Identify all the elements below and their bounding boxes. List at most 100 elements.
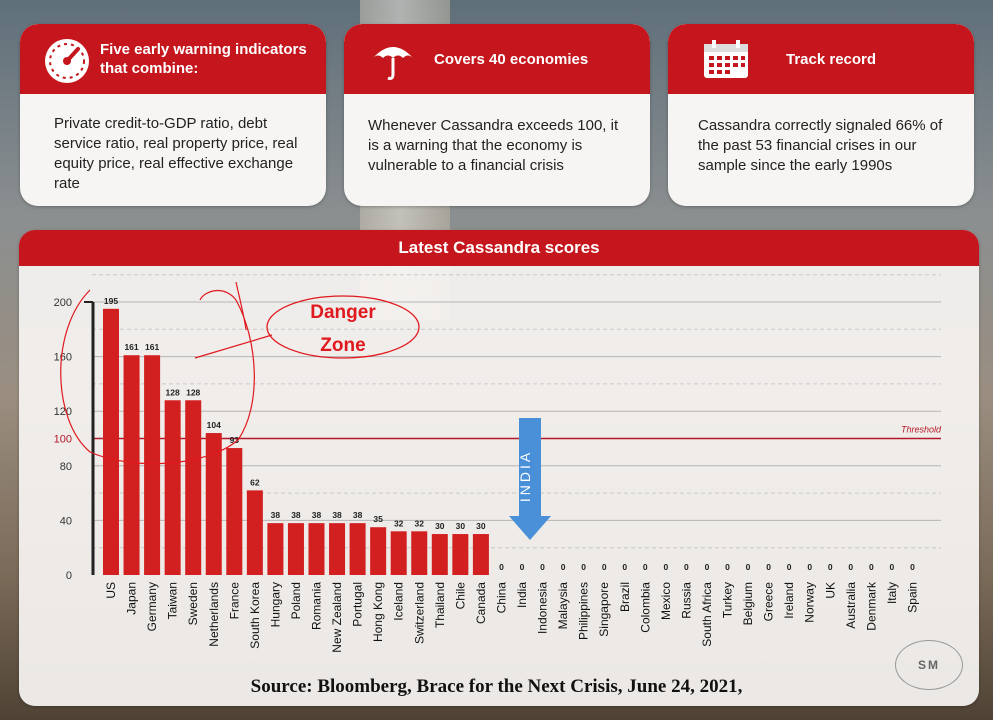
- category-label: Belgium: [741, 582, 755, 625]
- category-label: UK: [823, 582, 837, 599]
- category-label: Russia: [679, 582, 693, 619]
- bar-value-label: 62: [250, 477, 260, 487]
- coverage-card-body: Whenever Cassandra exceeds 100, it is a …: [368, 117, 619, 174]
- bar: [103, 308, 119, 575]
- bar-value-label: 0: [663, 562, 668, 572]
- bar: [308, 523, 325, 575]
- bar-value-label: 0: [725, 562, 730, 572]
- danger-zone-bubble: [266, 295, 420, 359]
- bar-value-label: 38: [271, 510, 281, 520]
- bar-value-label: 0: [520, 562, 525, 572]
- bar-value-label: 38: [332, 510, 342, 520]
- bar: [267, 523, 284, 575]
- coverage-card: Covers 40 economies Whenever Cassandra e…: [344, 24, 650, 206]
- category-label: Hong Kong: [371, 582, 385, 642]
- india-arrow-label: INDIA: [517, 450, 533, 502]
- danger-zone-label: Danger: [310, 302, 376, 323]
- bar-value-label: 38: [291, 510, 301, 520]
- category-label: Thailand: [433, 582, 447, 628]
- bar: [164, 400, 181, 575]
- coverage-card-header: Covers 40 economies: [344, 24, 650, 94]
- bar: [452, 534, 469, 575]
- bar: [370, 527, 387, 575]
- category-label: Australia: [844, 582, 858, 629]
- category-label: Netherlands: [207, 582, 221, 647]
- category-label: Mexico: [659, 582, 673, 620]
- bar-value-label: 0: [910, 562, 915, 572]
- bar: [329, 523, 346, 575]
- threshold-tick-label: 100: [54, 434, 72, 446]
- bar: [287, 523, 304, 575]
- category-label: Colombia: [638, 582, 652, 633]
- category-label: Chile: [453, 582, 467, 610]
- bar-value-label: 0: [684, 562, 689, 572]
- bar-value-label: 30: [435, 521, 445, 531]
- bar-value-label: 38: [353, 510, 363, 520]
- bar-value-label: 104: [207, 420, 221, 430]
- bar-value-label: 0: [561, 562, 566, 572]
- y-tick-label: 0: [66, 570, 72, 582]
- category-label: Italy: [885, 582, 899, 604]
- category-label: Portugal: [351, 582, 365, 627]
- category-label: Poland: [289, 582, 303, 619]
- bar-value-label: 128: [166, 387, 180, 397]
- bar: [246, 490, 263, 575]
- bar-value-label: 0: [602, 562, 607, 572]
- danger-zone-label: Zone: [320, 335, 365, 356]
- category-label: France: [227, 582, 241, 620]
- category-label: Canada: [474, 582, 488, 624]
- category-label: Sweden: [186, 582, 200, 625]
- category-label: Brazil: [618, 582, 632, 612]
- category-label: Malaysia: [556, 582, 570, 630]
- bar: [185, 400, 202, 575]
- bar: [226, 448, 243, 575]
- category-label: China: [494, 582, 508, 614]
- sm-badge: SM: [895, 640, 963, 690]
- bar-value-label: 30: [456, 521, 466, 531]
- bar-value-label: 195: [104, 296, 118, 306]
- chart-title: Latest Cassandra scores: [19, 230, 979, 266]
- source-citation: Source: Bloomberg, Brace for the Next Cr…: [250, 676, 743, 697]
- bar-value-label: 0: [787, 562, 792, 572]
- indicators-card-body: Private credit-to-GDP ratio, debt servic…: [54, 115, 298, 192]
- bar-value-label: 0: [848, 562, 853, 572]
- category-label: India: [515, 582, 529, 608]
- bar-value-label: 32: [415, 518, 425, 528]
- bar-value-label: 0: [869, 562, 874, 572]
- category-label: Spain: [905, 582, 919, 613]
- category-label: South Korea: [248, 582, 262, 649]
- bar-value-label: 0: [890, 562, 895, 572]
- category-label: US: [104, 582, 118, 599]
- category-label: Philippines: [577, 582, 591, 640]
- category-label: Japan: [125, 582, 139, 615]
- indicators-card-header: Five early warning indicators that combi…: [20, 24, 326, 94]
- india-arrow: [509, 418, 551, 540]
- category-label: Hungary: [268, 582, 282, 627]
- bar-value-label: 0: [643, 562, 648, 572]
- indicators-card-title: Five early warning indicators that combi…: [100, 41, 307, 77]
- bar-value-label: 0: [540, 562, 545, 572]
- bar: [205, 433, 222, 575]
- gauge-icon: [45, 39, 89, 83]
- umbrella-icon: [373, 47, 413, 80]
- bar: [349, 523, 366, 575]
- category-label: Iceland: [392, 582, 406, 621]
- category-label: Germany: [145, 582, 159, 631]
- bar-value-label: 0: [807, 562, 812, 572]
- bar: [144, 355, 161, 575]
- bar-value-label: 38: [312, 510, 322, 520]
- category-label: Denmark: [864, 581, 878, 631]
- bar-value-label: 161: [124, 342, 138, 352]
- track-record-card-title: Track record: [786, 51, 877, 68]
- y-tick-label: 200: [54, 297, 72, 309]
- bar-value-label: 128: [186, 387, 200, 397]
- bar: [472, 534, 489, 575]
- indicators-card: Five early warning indicators that combi…: [20, 24, 326, 206]
- bar-value-label: 32: [394, 518, 404, 528]
- coverage-card-title: Covers 40 economies: [434, 51, 589, 68]
- category-label: Greece: [762, 582, 776, 622]
- danger-zone-outline: [60, 289, 255, 465]
- bar: [390, 531, 407, 575]
- bar-value-label: 0: [581, 562, 586, 572]
- bar-value-label: 161: [145, 342, 159, 352]
